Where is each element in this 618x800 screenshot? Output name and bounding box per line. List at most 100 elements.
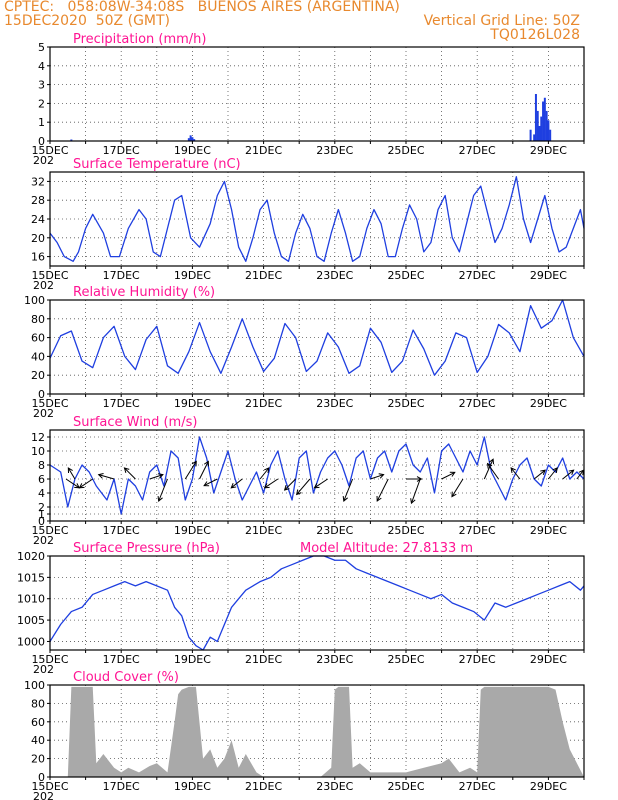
wind-vector <box>79 478 93 489</box>
precip-bar <box>540 116 543 141</box>
temp-xtick-label: 19DEC <box>174 269 211 282</box>
rh-year-stub: 202 <box>33 407 54 420</box>
pressure-frame <box>49 555 585 651</box>
wind-ytick-label: 2 <box>38 501 45 514</box>
wind-ytick-label: 8 <box>38 459 45 472</box>
precip-bar <box>547 120 550 141</box>
wind-line <box>49 436 585 515</box>
cloud-title: Cloud Cover (%) <box>73 670 179 685</box>
cloud-ytick-label: 60 <box>31 716 45 729</box>
precip-xtick-label: 25DEC <box>387 144 424 157</box>
pressure-ytick-label: 1005 <box>17 614 45 627</box>
wind-vector <box>451 478 464 497</box>
temp-ytick-label: 16 <box>31 251 45 264</box>
precip-xtick-label: 17DEC <box>103 144 140 157</box>
precip-year-stub: 202 <box>33 154 54 167</box>
wind-vector-head <box>416 476 423 482</box>
temp-title: Surface Temperature (nC) <box>73 157 241 172</box>
wind-xtick-label: 21DEC <box>245 524 282 537</box>
temp-ytick-label: 24 <box>31 213 45 226</box>
cloud-xtick-label: 25DEC <box>387 780 424 793</box>
header-grid-note: Vertical Grid Line: 50Z <box>423 13 580 29</box>
wind-vector-head <box>123 467 130 473</box>
temp-xtick-label: 21DEC <box>245 269 282 282</box>
rh-ytick-label: 80 <box>31 313 45 326</box>
wind-vector-head <box>510 467 516 474</box>
wind-vector <box>199 461 209 480</box>
wind-xtick-label: 15DEC <box>31 524 68 537</box>
precip-xtick-label: 15DEC <box>31 144 68 157</box>
wind-vector-head <box>157 495 163 502</box>
wind-vector <box>441 471 456 480</box>
wind-ytick-label: 1 <box>38 508 45 521</box>
precip-bar <box>533 134 536 141</box>
header-date: 15DEC2020 50Z (GMT) <box>4 13 171 29</box>
pressure-ytick-label: 1000 <box>17 635 45 648</box>
wind-vector-head <box>449 471 456 477</box>
wind-vector-head <box>264 467 270 474</box>
pressure-year-stub: 202 <box>33 663 54 676</box>
wind-vector-head <box>157 473 164 479</box>
header-station: CPTEC: 058:08W-34:08S BUENOS AIRES (ARGE… <box>4 0 400 15</box>
wind-vector-head <box>283 485 290 491</box>
temp-xtick-label: 29DEC <box>530 269 567 282</box>
cloud-area <box>50 686 584 777</box>
precip-xtick-label: 29DEC <box>530 144 567 157</box>
precip-bar <box>189 135 192 141</box>
precip-ytick-label: 5 <box>38 41 45 54</box>
wind-xtick-label: 23DEC <box>316 524 353 537</box>
temp-xtick-label: 23DEC <box>316 269 353 282</box>
wind-vector <box>124 467 136 480</box>
wind-vector-head <box>552 467 558 474</box>
temp-xtick-label: 15DEC <box>31 269 68 282</box>
cloud-ytick-label: 80 <box>31 697 45 710</box>
pressure-title: Surface Pressure (hPa) <box>73 541 220 556</box>
wind-vector <box>343 478 354 502</box>
wind-vector-head <box>486 462 493 469</box>
wind-vector-head <box>230 482 237 489</box>
precip-bar <box>70 139 73 141</box>
temp-xtick-label: 27DEC <box>459 269 496 282</box>
wind-vector <box>548 467 558 480</box>
pressure-ytick-label: 1020 <box>17 550 45 563</box>
rh-ytick-label: 0 <box>38 388 45 401</box>
pressure-xtick-label: 27DEC <box>459 653 496 666</box>
rh-line <box>49 299 585 376</box>
pressure-annotation: Model Altitude: 27.8133 m <box>300 541 473 556</box>
precip-xtick-label: 19DEC <box>174 144 211 157</box>
wind-vector <box>259 467 270 480</box>
wind-vector <box>510 467 521 480</box>
rh-xtick-label: 15DEC <box>31 397 68 410</box>
cloud-ytick-label: 100 <box>24 679 45 692</box>
wind-vector <box>376 478 389 502</box>
wind-ytick-label: 0 <box>38 515 45 528</box>
precip-xtick-label: 23DEC <box>316 144 353 157</box>
wind-vector <box>314 478 328 489</box>
wind-vector <box>184 461 197 480</box>
cloud-xtick-label: 29DEC <box>530 780 567 793</box>
wind-xtick-label: 25DEC <box>387 524 424 537</box>
precip-bar <box>193 139 196 141</box>
cloud-xtick-label: 23DEC <box>316 780 353 793</box>
precip-xtick-label: 21DEC <box>245 144 282 157</box>
wind-vector-head <box>313 483 320 489</box>
wind-vector-head <box>378 473 385 479</box>
precip-ytick-label: 2 <box>38 97 45 110</box>
wind-vector <box>533 469 546 480</box>
rh-ytick-label: 60 <box>31 332 45 345</box>
wind-vector-head <box>203 460 210 467</box>
rh-ytick-label: 40 <box>31 350 45 363</box>
pressure-ytick-label: 1010 <box>17 593 45 606</box>
temp-xtick-label: 17DEC <box>103 269 140 282</box>
cloud-ytick-label: 40 <box>31 734 45 747</box>
wind-vector <box>562 469 574 480</box>
wind-title: Surface Wind (m/s) <box>73 415 197 430</box>
cloud-frame <box>49 684 585 778</box>
wind-xtick-label: 29DEC <box>530 524 567 537</box>
wind-vector-head <box>451 491 457 498</box>
pressure-xtick-label: 25DEC <box>387 653 424 666</box>
wind-vector <box>410 478 421 504</box>
wind-ytick-label: 10 <box>31 445 45 458</box>
precip-bar <box>534 94 537 141</box>
precip-bar <box>543 97 546 141</box>
